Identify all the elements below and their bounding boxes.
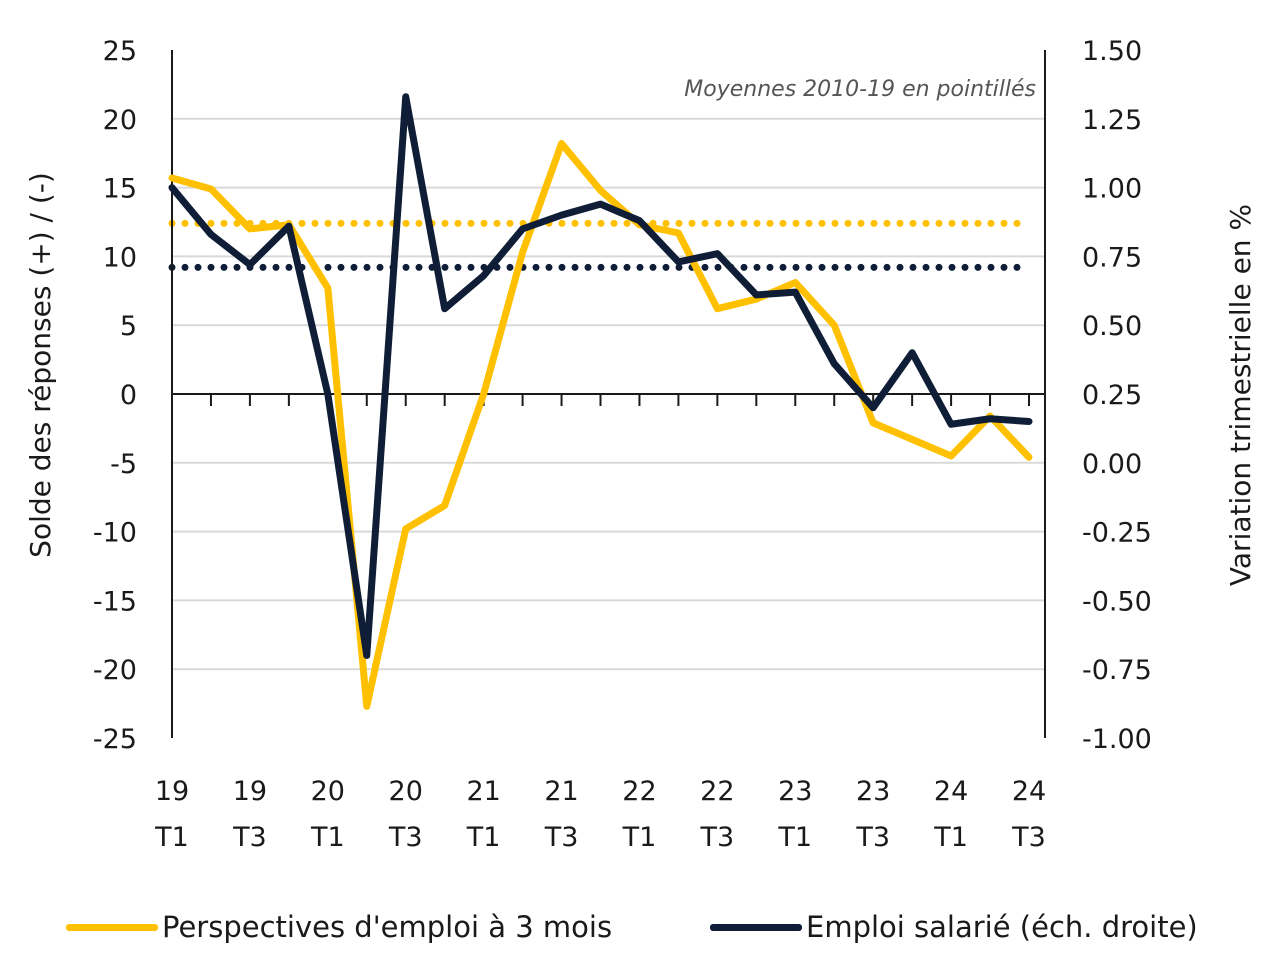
left-tick-label: 25 <box>103 36 137 67</box>
legend-swatch-navy-line <box>710 923 802 931</box>
left-tick-label: -25 <box>93 724 137 755</box>
x-tick-quarter: T3 <box>855 822 890 853</box>
left-axis-title: Solde des réponses (+) / (-) <box>24 172 57 558</box>
legend-item-perspectives: Perspectives d'emploi à 3 mois <box>66 910 612 944</box>
x-tick-year: 19 <box>155 776 189 807</box>
x-tick-year: 24 <box>934 776 968 807</box>
x-tick-year: 21 <box>466 776 500 807</box>
x-tick-quarter: T1 <box>466 822 501 853</box>
right-axis-title: Variation trimestrielle en % <box>1224 204 1257 586</box>
x-tick-year: 24 <box>1012 776 1046 807</box>
x-axis-ticks: 19 T1 19 T3 20 T1 20 T3 21 T1 21 T3 22 T1 22 T3 23 T1 23 T3… <box>154 776 1046 853</box>
x-tick-year: 22 <box>700 776 734 807</box>
right-tick-label: 0.25 <box>1082 380 1142 411</box>
right-tick-label: 1.25 <box>1082 105 1142 136</box>
x-tick-quarter: T3 <box>700 822 735 853</box>
x-tick-year: 21 <box>544 776 578 807</box>
right-tick-label: 0.50 <box>1082 311 1142 342</box>
x-tick-year: 20 <box>389 776 423 807</box>
left-tick-label: 0 <box>120 380 137 411</box>
left-tick-label: -10 <box>93 518 137 549</box>
x-tick-year: 23 <box>778 776 812 807</box>
series-line-0 <box>168 140 1033 710</box>
left-tick-label: 15 <box>103 174 137 205</box>
right-tick-label: 1.00 <box>1082 174 1142 205</box>
x-tick-year: 20 <box>311 776 345 807</box>
legend-item-emploi: Emploi salarié (éch. droite) <box>710 910 1198 944</box>
chart-annotation: Moyennes 2010-19 en pointillés <box>684 77 1036 102</box>
right-tick-label: 0.75 <box>1082 242 1142 273</box>
x-tick-quarter: T1 <box>933 822 968 853</box>
x-tick-year: 22 <box>622 776 656 807</box>
x-tick-quarter: T1 <box>622 822 657 853</box>
x-tick-quarter: T3 <box>544 822 579 853</box>
x-tick-quarter: T1 <box>777 822 812 853</box>
left-tick-label: 10 <box>103 242 137 273</box>
left-tick-label: -5 <box>110 449 137 480</box>
right-axis-ticks: 1.50 1.25 1.00 0.75 0.50 0.25 0.00 -0.25 -0.50 -0… <box>1082 36 1152 755</box>
x-tick-year: 23 <box>856 776 890 807</box>
series-lines <box>168 93 1033 710</box>
left-axis-ticks: 25 20 15 10 5 0 -5 -10 -15 -20 -25 <box>93 36 137 755</box>
legend-label-emploi: Emploi salarié (éch. droite) <box>806 910 1198 944</box>
left-tick-label: -15 <box>93 586 137 617</box>
right-tick-label: -0.75 <box>1082 655 1152 686</box>
left-tick-label: 20 <box>103 105 137 136</box>
right-tick-label: 0.00 <box>1082 449 1142 480</box>
right-tick-label: -0.50 <box>1082 586 1152 617</box>
legend-label-perspectives: Perspectives d'emploi à 3 mois <box>162 910 613 944</box>
left-tick-label: 5 <box>120 311 137 342</box>
right-tick-label: -0.25 <box>1082 518 1152 549</box>
right-tick-label: 1.50 <box>1082 36 1142 67</box>
chart: 25 20 15 10 5 0 -5 -10 -15 -20 -25 1.50 1.25 1.00 0.7… <box>24 36 1257 853</box>
right-tick-label: -1.00 <box>1082 724 1152 755</box>
x-tick-quarter: T3 <box>1011 822 1046 853</box>
x-tick-quarter: T1 <box>310 822 345 853</box>
x-tick-quarter: T1 <box>154 822 189 853</box>
gridlines <box>172 117 1045 671</box>
axes <box>171 50 1046 738</box>
x-tick-quarter: T3 <box>388 822 423 853</box>
series-line-1 <box>168 93 1033 659</box>
x-tick-quarter: T3 <box>232 822 267 853</box>
legend-swatch-yellow-line <box>66 923 158 931</box>
legend: Perspectives d'emploi à 3 mois Emploi sa… <box>0 902 1280 952</box>
x-tick-year: 19 <box>233 776 267 807</box>
left-tick-label: -20 <box>93 655 137 686</box>
